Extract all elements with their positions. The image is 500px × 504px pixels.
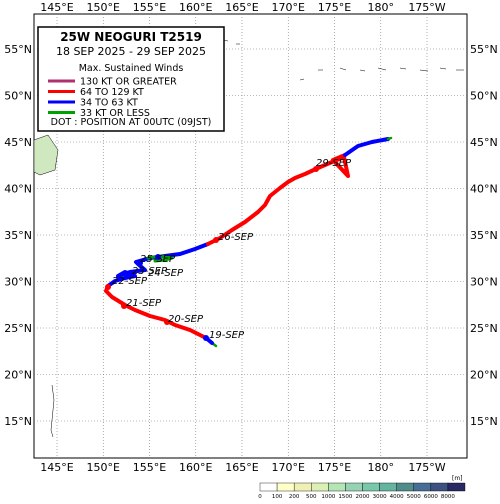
scale-swatch (276, 482, 295, 492)
lon-label-bottom: 145°E (40, 461, 73, 474)
graticule (34, 14, 467, 458)
lon-label-bottom: 160°E (179, 461, 212, 474)
date-label: 24-SEP (148, 268, 184, 279)
lat-label-right: 40°N (470, 183, 498, 196)
scale-label: 4000 (390, 494, 404, 500)
lon-label-top: 165°E (225, 1, 258, 14)
lon-label-bottom: 175°E (318, 461, 351, 474)
lat-label-left: 20°N (4, 369, 32, 382)
scale-label: 1500 (338, 494, 352, 500)
lon-label-top: 170°E (272, 1, 305, 14)
lat-label-left: 40°N (4, 183, 32, 196)
scale-label: 8000 (441, 494, 455, 500)
date-label: 21-SEP (126, 298, 162, 309)
scale-swatch (259, 482, 278, 492)
scale-swatch (293, 482, 312, 492)
lon-label-top: 175°E (318, 1, 351, 14)
lon-label-top: 160°E (179, 1, 212, 14)
lon-label-top: 180° (368, 1, 395, 14)
scale-label: 500 (306, 494, 317, 500)
legend-heading: Max. Sustained Winds (79, 63, 184, 74)
lon-label-bottom: 170°E (272, 461, 305, 474)
position-dots (105, 166, 319, 341)
date-label: 19-SEP (209, 330, 245, 341)
date-label: 26-SEP (218, 232, 254, 243)
scale-label: 5000 (407, 494, 421, 500)
lon-label-top: 175°W (408, 1, 445, 14)
scale-unit: [m] (452, 475, 463, 482)
lat-label-left: 30°N (4, 276, 32, 289)
legend-title: 25W NEOGURI T2519 (60, 30, 202, 44)
scale-swatch (430, 482, 449, 492)
scale-swatch (447, 482, 466, 492)
date-label: 23-SEP (132, 266, 168, 277)
scale-swatch (311, 482, 329, 492)
lat-label-right: 25°N (470, 322, 498, 335)
date-label: 29-SEP (316, 158, 352, 169)
lon-label-top: 150°E (87, 1, 120, 14)
legend-note: DOT : POSITION AT 00UTC (09JST) (51, 117, 212, 128)
lat-label-right: 30°N (470, 276, 498, 289)
lat-label-right: 45°N (470, 136, 498, 149)
scale-label: 6000 (424, 494, 438, 500)
scale-label: 200 (289, 494, 300, 500)
legend-label: 130 KT OR GREATER (80, 77, 177, 88)
scale-swatch (362, 482, 380, 492)
lat-label-left: 45°N (4, 136, 32, 149)
lat-label-right: 35°N (470, 229, 498, 242)
lat-label-right: 50°N (470, 90, 498, 103)
lat-label-left: 25°N (4, 322, 32, 335)
lon-label-bottom: 155°E (133, 461, 166, 474)
lon-label-bottom: 150°E (87, 461, 120, 474)
scale-swatch (396, 482, 414, 492)
lat-label-left: 55°N (4, 43, 32, 56)
scale-swatch (328, 482, 346, 492)
scale-label: 0 (258, 494, 262, 500)
lon-label-bottom: 175°W (408, 461, 445, 474)
scale-swatch (413, 482, 432, 492)
scale-label: 2000 (356, 494, 370, 500)
date-label: 22-SEP (112, 276, 148, 287)
lat-label-right: 20°N (470, 369, 498, 382)
date-label: 25-SEP (140, 254, 176, 265)
legend-label: 33 KT OR LESS (80, 108, 150, 119)
lat-label-left: 35°N (4, 229, 32, 242)
legend-label: 34 TO 63 KT (80, 98, 138, 109)
land (33, 39, 464, 438)
legend-label: 64 TO 129 KT (80, 87, 144, 98)
lon-label-bottom: 165°E (225, 461, 258, 474)
lon-label-bottom: 180° (368, 461, 395, 474)
lat-label-right: 55°N (470, 43, 498, 56)
lat-label-left: 15°N (4, 415, 32, 428)
scale-swatch (345, 482, 363, 492)
lon-label-top: 155°E (133, 1, 166, 14)
scale-label: 1000 (321, 494, 335, 500)
legend-period: 18 SEP 2025 - 29 SEP 2025 (56, 45, 206, 58)
lon-label-top: 145°E (40, 1, 73, 14)
scale-label: 3000 (373, 494, 387, 500)
lat-label-right: 15°N (470, 415, 498, 428)
lat-label-left: 50°N (4, 90, 32, 103)
scale-swatch (379, 482, 397, 492)
scale-label: 100 (272, 494, 283, 500)
date-label: 20-SEP (168, 314, 204, 325)
